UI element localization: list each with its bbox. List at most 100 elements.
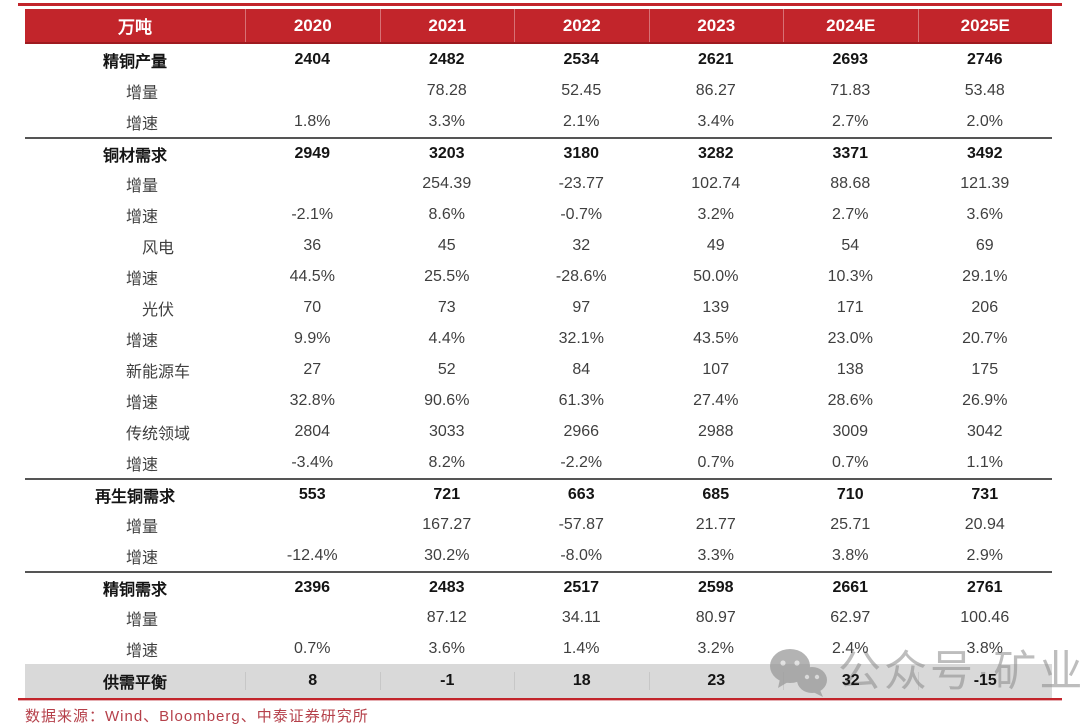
cell-value: 2661 (832, 578, 869, 596)
cell-value: 2483 (428, 578, 465, 596)
cell-value: 4.4% (428, 329, 465, 347)
cell-value: 71.83 (830, 81, 871, 99)
cell-value: 138 (836, 360, 864, 378)
cell-value: -23.77 (558, 174, 604, 192)
table-row: 增速 -3.4% 8.2% -2.2% 0.7% 0.7% 1.1% (25, 447, 1052, 478)
cell-value: 685 (702, 485, 730, 503)
cell-value: 29.1% (962, 267, 1008, 285)
cell-value: 21.77 (695, 515, 736, 533)
cell-value: 3.8% (966, 639, 1003, 657)
cell-value: 2746 (966, 50, 1003, 68)
cell-value: 8.2% (428, 453, 465, 471)
header-year-cell: 2025E (917, 9, 1053, 42)
cell-value: 3.8% (832, 546, 869, 564)
cell-value: 73 (437, 298, 456, 316)
table-row: 增速 44.5% 25.5% -28.6% 50.0% 10.3% 29.1% (25, 261, 1052, 292)
cell-value: 36 (303, 236, 322, 254)
cell-value: 86.27 (695, 81, 736, 99)
row-label: 增速 (125, 270, 158, 288)
cell-value: 32.1% (558, 329, 604, 347)
cell-value: 28.6% (827, 391, 873, 409)
cell-value: -57.87 (558, 515, 604, 533)
row-label: 增速 (125, 642, 158, 660)
row-label: 增速 (125, 394, 158, 412)
row-label: 精铜产量 (102, 53, 167, 71)
row-label: 传统领域 (125, 425, 190, 443)
cell-value: 107 (702, 360, 730, 378)
table-row: 增速 -12.4% 30.2% -8.0% 3.3% 3.8% 2.9% (25, 540, 1052, 571)
cell-value: 90.6% (424, 391, 470, 409)
cell-value: 3033 (428, 422, 465, 440)
table-row: 精铜产量 2404 2482 2534 2621 2693 2746 (25, 44, 1052, 75)
table-row: 增速 0.7% 3.6% 1.4% 3.2% 2.4% 3.8% (25, 633, 1052, 664)
cell-value: 2.0% (966, 112, 1003, 130)
row-label: 精铜需求 (102, 581, 167, 599)
cell-value: -3.4% (291, 453, 334, 471)
cell-value: 23 (648, 672, 784, 690)
cell-value: 121.39 (960, 174, 1010, 192)
cell-value: 2396 (294, 578, 331, 596)
row-label: 供需平衡 (102, 675, 167, 692)
cell-value: 3042 (966, 422, 1003, 440)
row-label: 风电 (141, 239, 174, 257)
top-accent-line (18, 3, 1062, 6)
cell-value: 663 (567, 485, 595, 503)
cell-value: 26.9% (962, 391, 1008, 409)
cell-value: 70 (303, 298, 322, 316)
table-row: 光伏 70 73 97 139 171 206 (25, 292, 1052, 323)
cell-value: 2949 (294, 144, 331, 162)
header-year-cell: 2021 (379, 9, 515, 42)
table-row: 新能源车 27 52 84 107 138 175 (25, 354, 1052, 385)
cell-value: 0.7% (832, 453, 869, 471)
cell-value: 25.5% (424, 267, 470, 285)
cell-value: 2988 (697, 422, 734, 440)
cell-value: 2804 (294, 422, 331, 440)
cell-value: 254.39 (422, 174, 472, 192)
copper-supply-demand-table: 万吨 2020 2021 2022 2023 2024E 2025E 精铜产量 2404 248… (25, 9, 1052, 698)
cell-value: 84 (572, 360, 591, 378)
header-year-cell: 2024E (783, 9, 918, 42)
row-label: 铜材需求 (102, 147, 167, 165)
cell-value: 27 (303, 360, 322, 378)
cell-value: 20.7% (962, 329, 1008, 347)
cell-value: 1.1% (966, 453, 1003, 471)
cell-value: 731 (971, 485, 999, 503)
cell-value: -1 (379, 672, 515, 690)
cell-value: 23.0% (827, 329, 873, 347)
table-row: 增量 167.27 -57.87 21.77 25.71 20.94 (25, 509, 1052, 540)
cell-value: 32 (783, 672, 918, 690)
row-label: 增速 (125, 115, 158, 133)
header-year-cell: 2020 (245, 9, 380, 42)
cell-value: -2.2% (560, 453, 603, 471)
cell-value: 27.4% (693, 391, 739, 409)
cell-value: 52 (437, 360, 456, 378)
cell-value: 49 (706, 236, 725, 254)
cell-value: 3.3% (428, 112, 465, 130)
cell-value: 25.71 (830, 515, 871, 533)
cell-value: 2.7% (832, 205, 869, 223)
cell-value: 2621 (697, 50, 734, 68)
cell-value: 80.97 (695, 608, 736, 626)
cell-value: 2517 (563, 578, 600, 596)
cell-value: 710 (836, 485, 864, 503)
cell-value: 30.2% (424, 546, 470, 564)
cell-value: 171 (836, 298, 864, 316)
cell-value: 2.7% (832, 112, 869, 130)
table-row: 供需平衡 8 -1 18 23 32 -15 (25, 664, 1052, 698)
cell-value: 2.4% (832, 639, 869, 657)
cell-value: 3371 (832, 144, 869, 162)
cell-value: 3.4% (697, 112, 734, 130)
cell-value: 3.6% (966, 205, 1003, 223)
cell-value: 3.6% (428, 639, 465, 657)
cell-value: 2.9% (966, 546, 1003, 564)
row-label: 增速 (125, 332, 158, 350)
header-unit-cell: 万吨 (118, 18, 152, 37)
cell-value: 102.74 (691, 174, 741, 192)
cell-value: 100.46 (960, 608, 1010, 626)
table-row: 增速 -2.1% 8.6% -0.7% 3.2% 2.7% 3.6% (25, 199, 1052, 230)
cell-value: 721 (433, 485, 461, 503)
bottom-accent-line (18, 698, 1062, 701)
cell-value: 8.6% (428, 205, 465, 223)
table-header-row: 万吨 2020 2021 2022 2023 2024E 2025E (25, 9, 1052, 44)
cell-value: 2.1% (563, 112, 600, 130)
